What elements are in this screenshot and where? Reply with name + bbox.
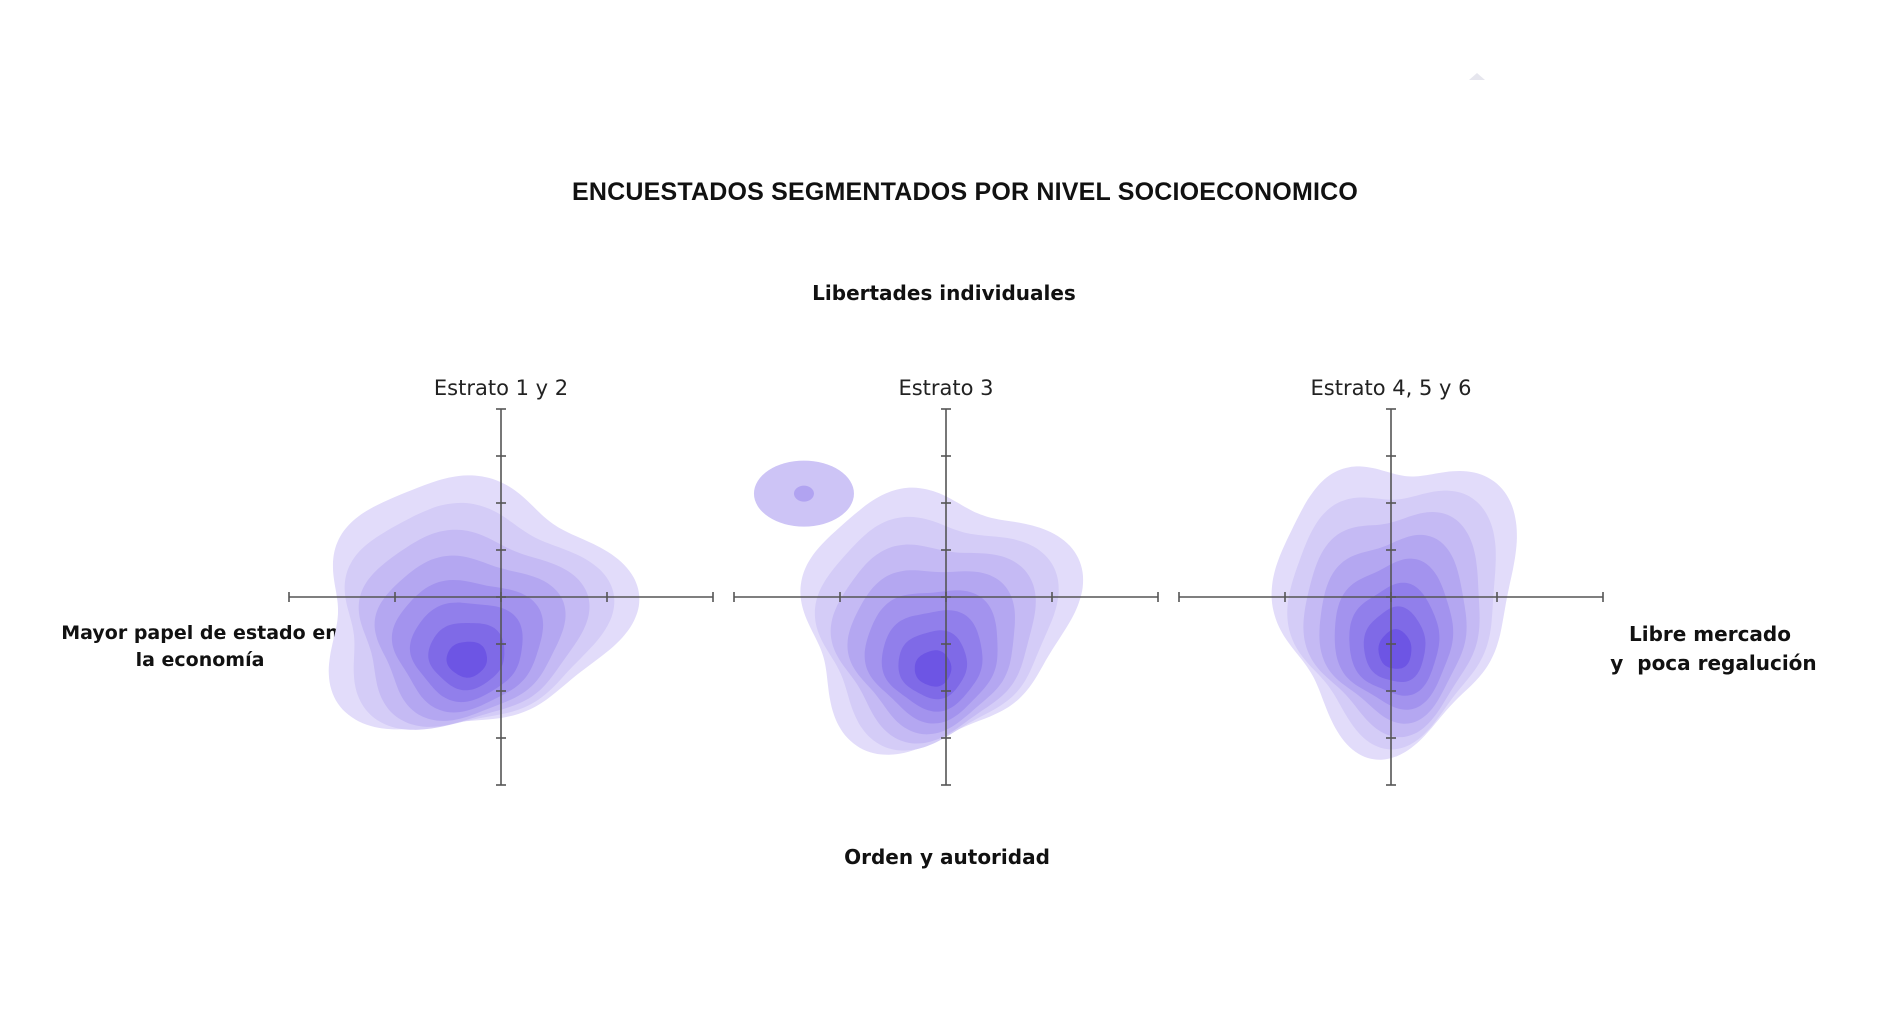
axis-label-bottom: Orden y autoridad	[844, 845, 1050, 869]
panel-2	[733, 408, 1159, 786]
panel-title-3: Estrato 4, 5 y 6	[1310, 376, 1472, 400]
panel-1	[288, 408, 714, 786]
panel-1-contour-level-8	[446, 641, 487, 678]
chart-title: ENCUESTADOS SEGMENTADOS POR NIVEL SOCIOE…	[571, 178, 1359, 206]
axis-label-left: Mayor papel de estado en la economía	[61, 622, 339, 671]
decorative-triangle-icon	[1469, 73, 1485, 80]
panel-3-contour-level-8	[1378, 629, 1412, 669]
panel-title-2: Estrato 3	[898, 376, 994, 400]
axis-label-top: Libertades individuales	[812, 281, 1076, 305]
panel-title-1: Estrato 1 y 2	[433, 376, 569, 400]
panel-2-secondary-peak	[793, 485, 814, 502]
axis-label-right: Libre mercado y poca regalución	[1610, 622, 1817, 675]
panel-2-contour-level-8	[914, 650, 952, 687]
panel-3	[1178, 408, 1604, 786]
